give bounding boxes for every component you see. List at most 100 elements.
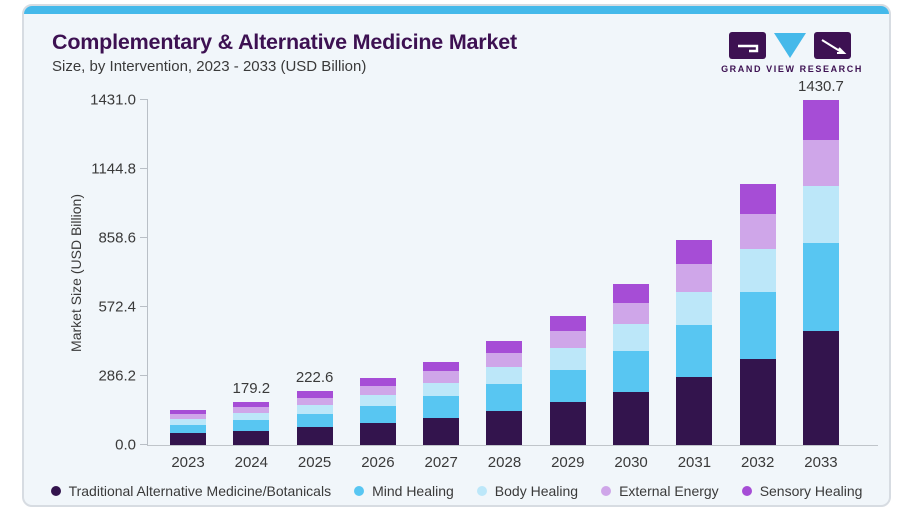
y-tick-label: 1431.0: [90, 91, 136, 109]
x-tick-label: 2028: [487, 454, 522, 471]
segment-external-energy: [549, 330, 586, 349]
x-tick-label: 2023: [171, 454, 205, 471]
segment-body-healing: [549, 348, 586, 370]
segment-sensory-healing: [296, 391, 333, 398]
legend-item: Body Healing: [476, 483, 579, 499]
segment-sensory-healing: [170, 410, 206, 415]
segment-external-energy: [802, 139, 839, 187]
legend-item: Sensory Healing: [741, 483, 862, 499]
segment-body-healing: [233, 412, 270, 420]
segment-external-energy: [423, 371, 460, 383]
y-tick-label: 286.2: [98, 367, 136, 385]
segment-body-healing: [486, 367, 523, 385]
bar-2025: 222.6 2025: [296, 369, 334, 471]
y-tick-label: 572.4: [98, 298, 136, 316]
segment-mind-healing: [676, 325, 713, 378]
legend-dot-icon: [601, 486, 612, 496]
segment-traditional-alternative-medicine-botanicals: [739, 358, 776, 445]
header-titles: Complementary & Alternative Medicine Mar…: [52, 29, 517, 76]
segment-external-energy: [233, 406, 270, 413]
legend-label: External Energy: [619, 483, 719, 499]
segment-traditional-alternative-medicine-botanicals: [486, 410, 523, 445]
y-tick-mark: [140, 374, 148, 376]
x-tick-label: 2025: [297, 454, 332, 471]
legend-label: Traditional Alternative Medicine/Botanic…: [68, 483, 332, 499]
segment-mind-healing: [359, 405, 396, 423]
grand-view-research-logo: GRAND VIEW RESEARCH: [721, 31, 863, 74]
segment-mind-healing: [296, 413, 333, 428]
page-subtitle: Size, by Intervention, 2023 - 2033 (USD …: [52, 58, 367, 75]
x-tick-label: 2029: [551, 454, 585, 471]
segment-external-energy: [296, 397, 333, 405]
legend-label: Body Healing: [494, 483, 579, 499]
segment-sensory-healing: [359, 378, 396, 386]
segment-external-energy: [613, 302, 650, 325]
x-tick-label: 2024: [234, 454, 268, 471]
bars-row: 2023 179.2 2024 222.6 2025 2026 2027 2028 2029 20…: [170, 78, 844, 471]
segment-body-healing: [296, 404, 333, 414]
segment-sensory-healing: [486, 341, 523, 354]
segment-traditional-alternative-medicine-botanicals: [676, 377, 713, 445]
y-axis-title-wrap: Market Size (USD Billion): [66, 100, 86, 445]
bar-2027: 2027: [423, 361, 460, 471]
x-tick-label: 2026: [361, 454, 395, 471]
segment-external-energy: [359, 385, 396, 395]
y-tick-label: 1144.8: [91, 160, 136, 178]
legend-dot-icon: [741, 486, 752, 496]
bar-value-label: 222.6: [295, 369, 334, 387]
segment-sensory-healing: [676, 240, 713, 264]
y-axis-title: Market Size (USD Billion): [68, 193, 84, 352]
bar-2032: 2032: [739, 184, 776, 471]
segment-traditional-alternative-medicine-botanicals: [296, 427, 333, 445]
legend-dot-icon: [476, 486, 487, 496]
x-tick-label: 2031: [677, 454, 712, 471]
segment-mind-healing: [486, 384, 523, 411]
bar-2033: 1430.7 2033: [798, 78, 844, 471]
legend-dot-icon: [50, 486, 61, 496]
bar-2024: 179.2 2024: [233, 380, 271, 471]
segment-sensory-healing: [739, 184, 776, 215]
bar-2029: 2029: [549, 316, 586, 471]
chart-header: Complementary & Alternative Medicine Mar…: [24, 14, 889, 76]
top-accent-bar: [24, 6, 889, 14]
bar-2026: 2026: [359, 378, 396, 471]
segment-mind-healing: [613, 350, 650, 392]
legend-label: Mind Healing: [372, 483, 454, 499]
segment-sensory-healing: [423, 361, 460, 372]
segment-body-healing: [170, 418, 206, 425]
segment-sensory-healing: [802, 100, 839, 140]
x-tick-label: 2027: [424, 454, 458, 471]
segment-traditional-alternative-medicine-botanicals: [359, 422, 396, 445]
segment-sensory-healing: [613, 284, 650, 303]
legend: Traditional Alternative Medicine/Botanic…: [24, 483, 889, 499]
chart-card: Complementary & Alternative Medicine Mar…: [22, 4, 891, 507]
segment-mind-healing: [233, 419, 270, 431]
segment-external-energy: [170, 414, 206, 419]
segment-body-healing: [423, 382, 460, 397]
bar-value-label: 179.2: [232, 379, 271, 397]
segment-traditional-alternative-medicine-botanicals: [802, 331, 839, 445]
segment-body-healing: [613, 324, 650, 351]
y-tick-mark: [140, 305, 148, 307]
bar-value-label: 1430.7: [798, 78, 844, 96]
segment-mind-healing: [549, 369, 586, 403]
segment-external-energy: [486, 353, 523, 368]
bar-2023: 2023: [170, 410, 206, 471]
bar-2030: 2030: [613, 284, 650, 471]
segment-traditional-alternative-medicine-botanicals: [549, 402, 586, 445]
y-tick-mark: [140, 98, 148, 100]
segment-traditional-alternative-medicine-botanicals: [423, 417, 460, 445]
x-tick-label: 2030: [614, 454, 648, 471]
segment-body-healing: [802, 186, 839, 244]
segment-mind-healing: [802, 243, 839, 332]
segment-mind-healing: [739, 292, 776, 359]
y-tick-mark: [140, 167, 148, 169]
segment-body-healing: [359, 394, 396, 406]
y-tick-mark: [140, 443, 148, 445]
gvr-logo-icon: [729, 32, 852, 59]
y-tick-label: 858.6: [98, 229, 136, 247]
y-tick-label: 0.0: [115, 436, 136, 454]
legend-dot-icon: [354, 486, 365, 496]
x-tick-label: 2032: [740, 454, 775, 471]
legend-item: Traditional Alternative Medicine/Botanic…: [50, 483, 332, 499]
